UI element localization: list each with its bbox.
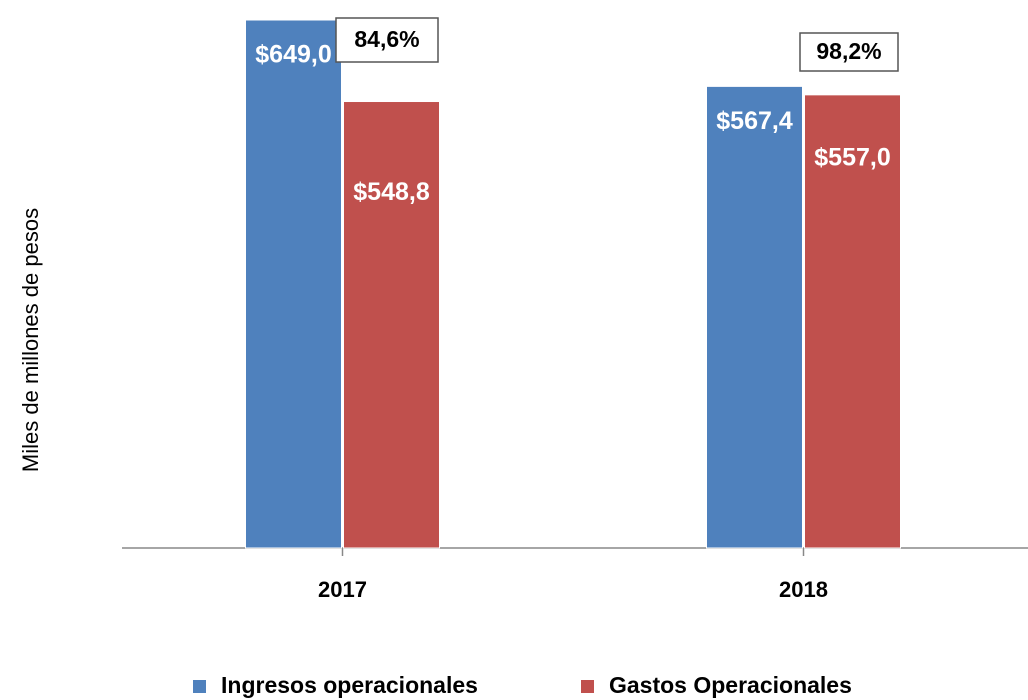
value-label: $567,4 [716, 107, 793, 135]
legend-swatch [193, 680, 206, 693]
legend-label: Ingresos operacionales [221, 672, 478, 698]
annotation: 98,2% [816, 38, 881, 64]
x-tick-label: 2017 [318, 577, 367, 602]
bar [343, 101, 440, 549]
value-label: $548,8 [353, 178, 430, 206]
y-axis-label: Miles de millones de pesos [18, 208, 43, 472]
legend-label: Gastos Operacionales [609, 672, 852, 698]
value-label: $557,0 [814, 143, 890, 171]
value-label: $649,0 [255, 41, 331, 69]
annotation: 84,6% [354, 26, 419, 52]
annotation-box [799, 32, 899, 72]
annotation-box [335, 17, 439, 63]
x-tick-label: 2018 [779, 577, 828, 602]
bar [245, 19, 342, 549]
bar [706, 85, 803, 549]
bar [804, 94, 901, 549]
legend-swatch [581, 680, 594, 693]
